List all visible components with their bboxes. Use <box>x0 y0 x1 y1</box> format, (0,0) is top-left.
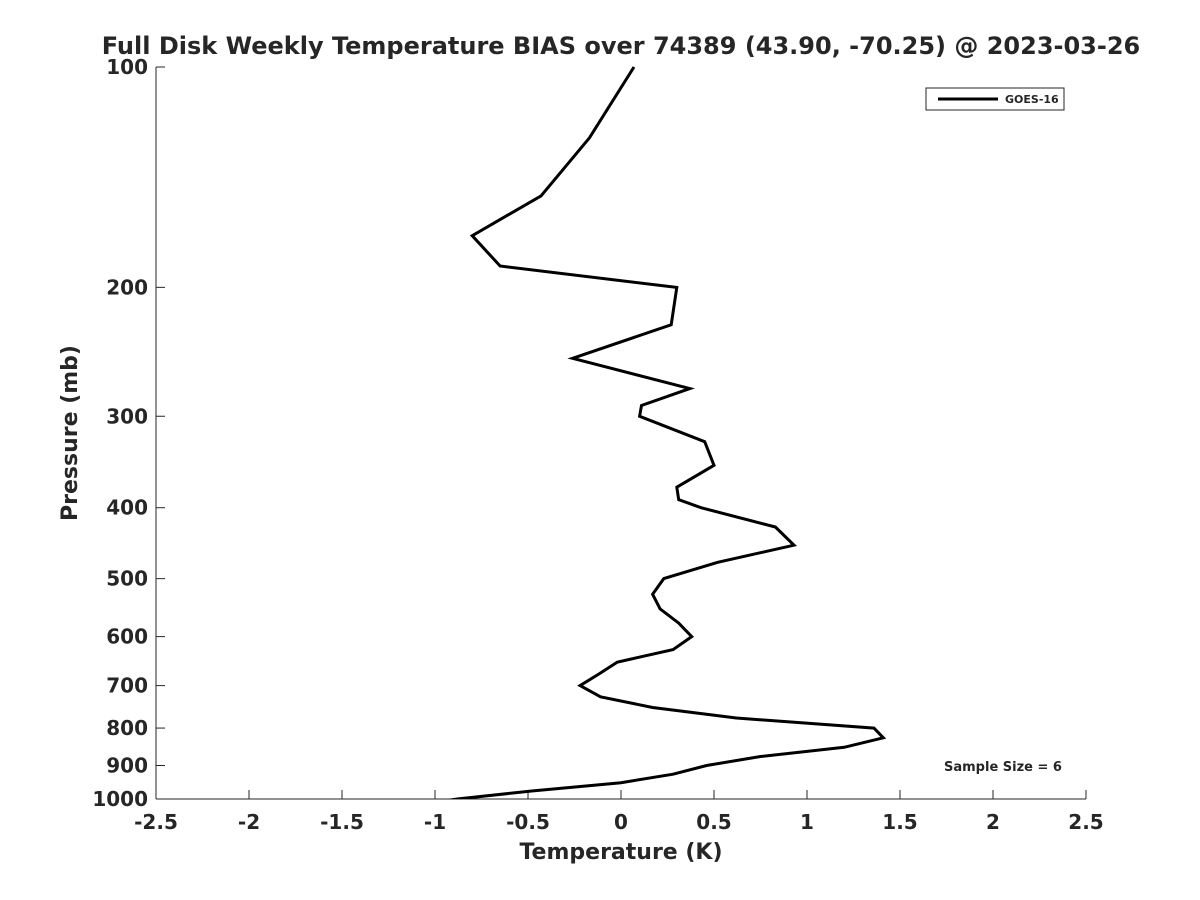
y-tick-label: 200 <box>106 275 148 299</box>
sample-size-annotation: Sample Size = 6 <box>944 760 1062 775</box>
series-group <box>446 66 887 799</box>
axes-background <box>156 67 1086 799</box>
x-tick-label: -1 <box>424 810 446 834</box>
legend-entry-goes-16: GOES-16 <box>1005 93 1059 106</box>
legend: GOES-16 <box>925 87 1065 111</box>
x-tick-label: 0 <box>614 810 628 834</box>
plot-area: -2.5 -2 -1.5 -1 -0.5 0 0.5 1 1.5 2 2.5 100 200 300 40… <box>92 55 1103 834</box>
y-tick-group: 100 200 300 400 500 600 700 800 900 1000 <box>92 55 165 811</box>
y-tick-label: 600 <box>106 625 148 649</box>
y-tick-label: 100 <box>106 55 148 79</box>
x-tick-group: -2.5 -2 -1.5 -1 -0.5 0 0.5 1 1.5 2 2.5 <box>134 790 1104 834</box>
y-tick-label: 400 <box>106 496 148 520</box>
y-tick-label: 700 <box>106 674 148 698</box>
y-tick-label: 1000 <box>92 787 148 811</box>
x-tick-label: -2.5 <box>134 810 178 834</box>
series-line-goes-16 <box>446 66 887 799</box>
x-axis-label: Temperature (K) <box>519 840 722 865</box>
y-tick-label: 900 <box>106 754 148 778</box>
y-tick-label: 500 <box>106 567 148 591</box>
chart-title: Full Disk Weekly Temperature BIAS over 7… <box>102 32 1141 60</box>
x-tick-label: 1.5 <box>882 810 917 834</box>
y-tick-label: 300 <box>106 404 148 428</box>
x-tick-label: 1 <box>800 810 814 834</box>
y-tick-label: 800 <box>106 716 148 740</box>
x-tick-label: -0.5 <box>506 810 550 834</box>
x-tick-label: -2 <box>238 810 260 834</box>
x-tick-label: -1.5 <box>320 810 364 834</box>
x-tick-label: 2 <box>986 810 1000 834</box>
y-axis-label: Pressure (mb) <box>58 345 83 521</box>
x-tick-label: 2.5 <box>1068 810 1103 834</box>
x-tick-label: 0.5 <box>696 810 731 834</box>
